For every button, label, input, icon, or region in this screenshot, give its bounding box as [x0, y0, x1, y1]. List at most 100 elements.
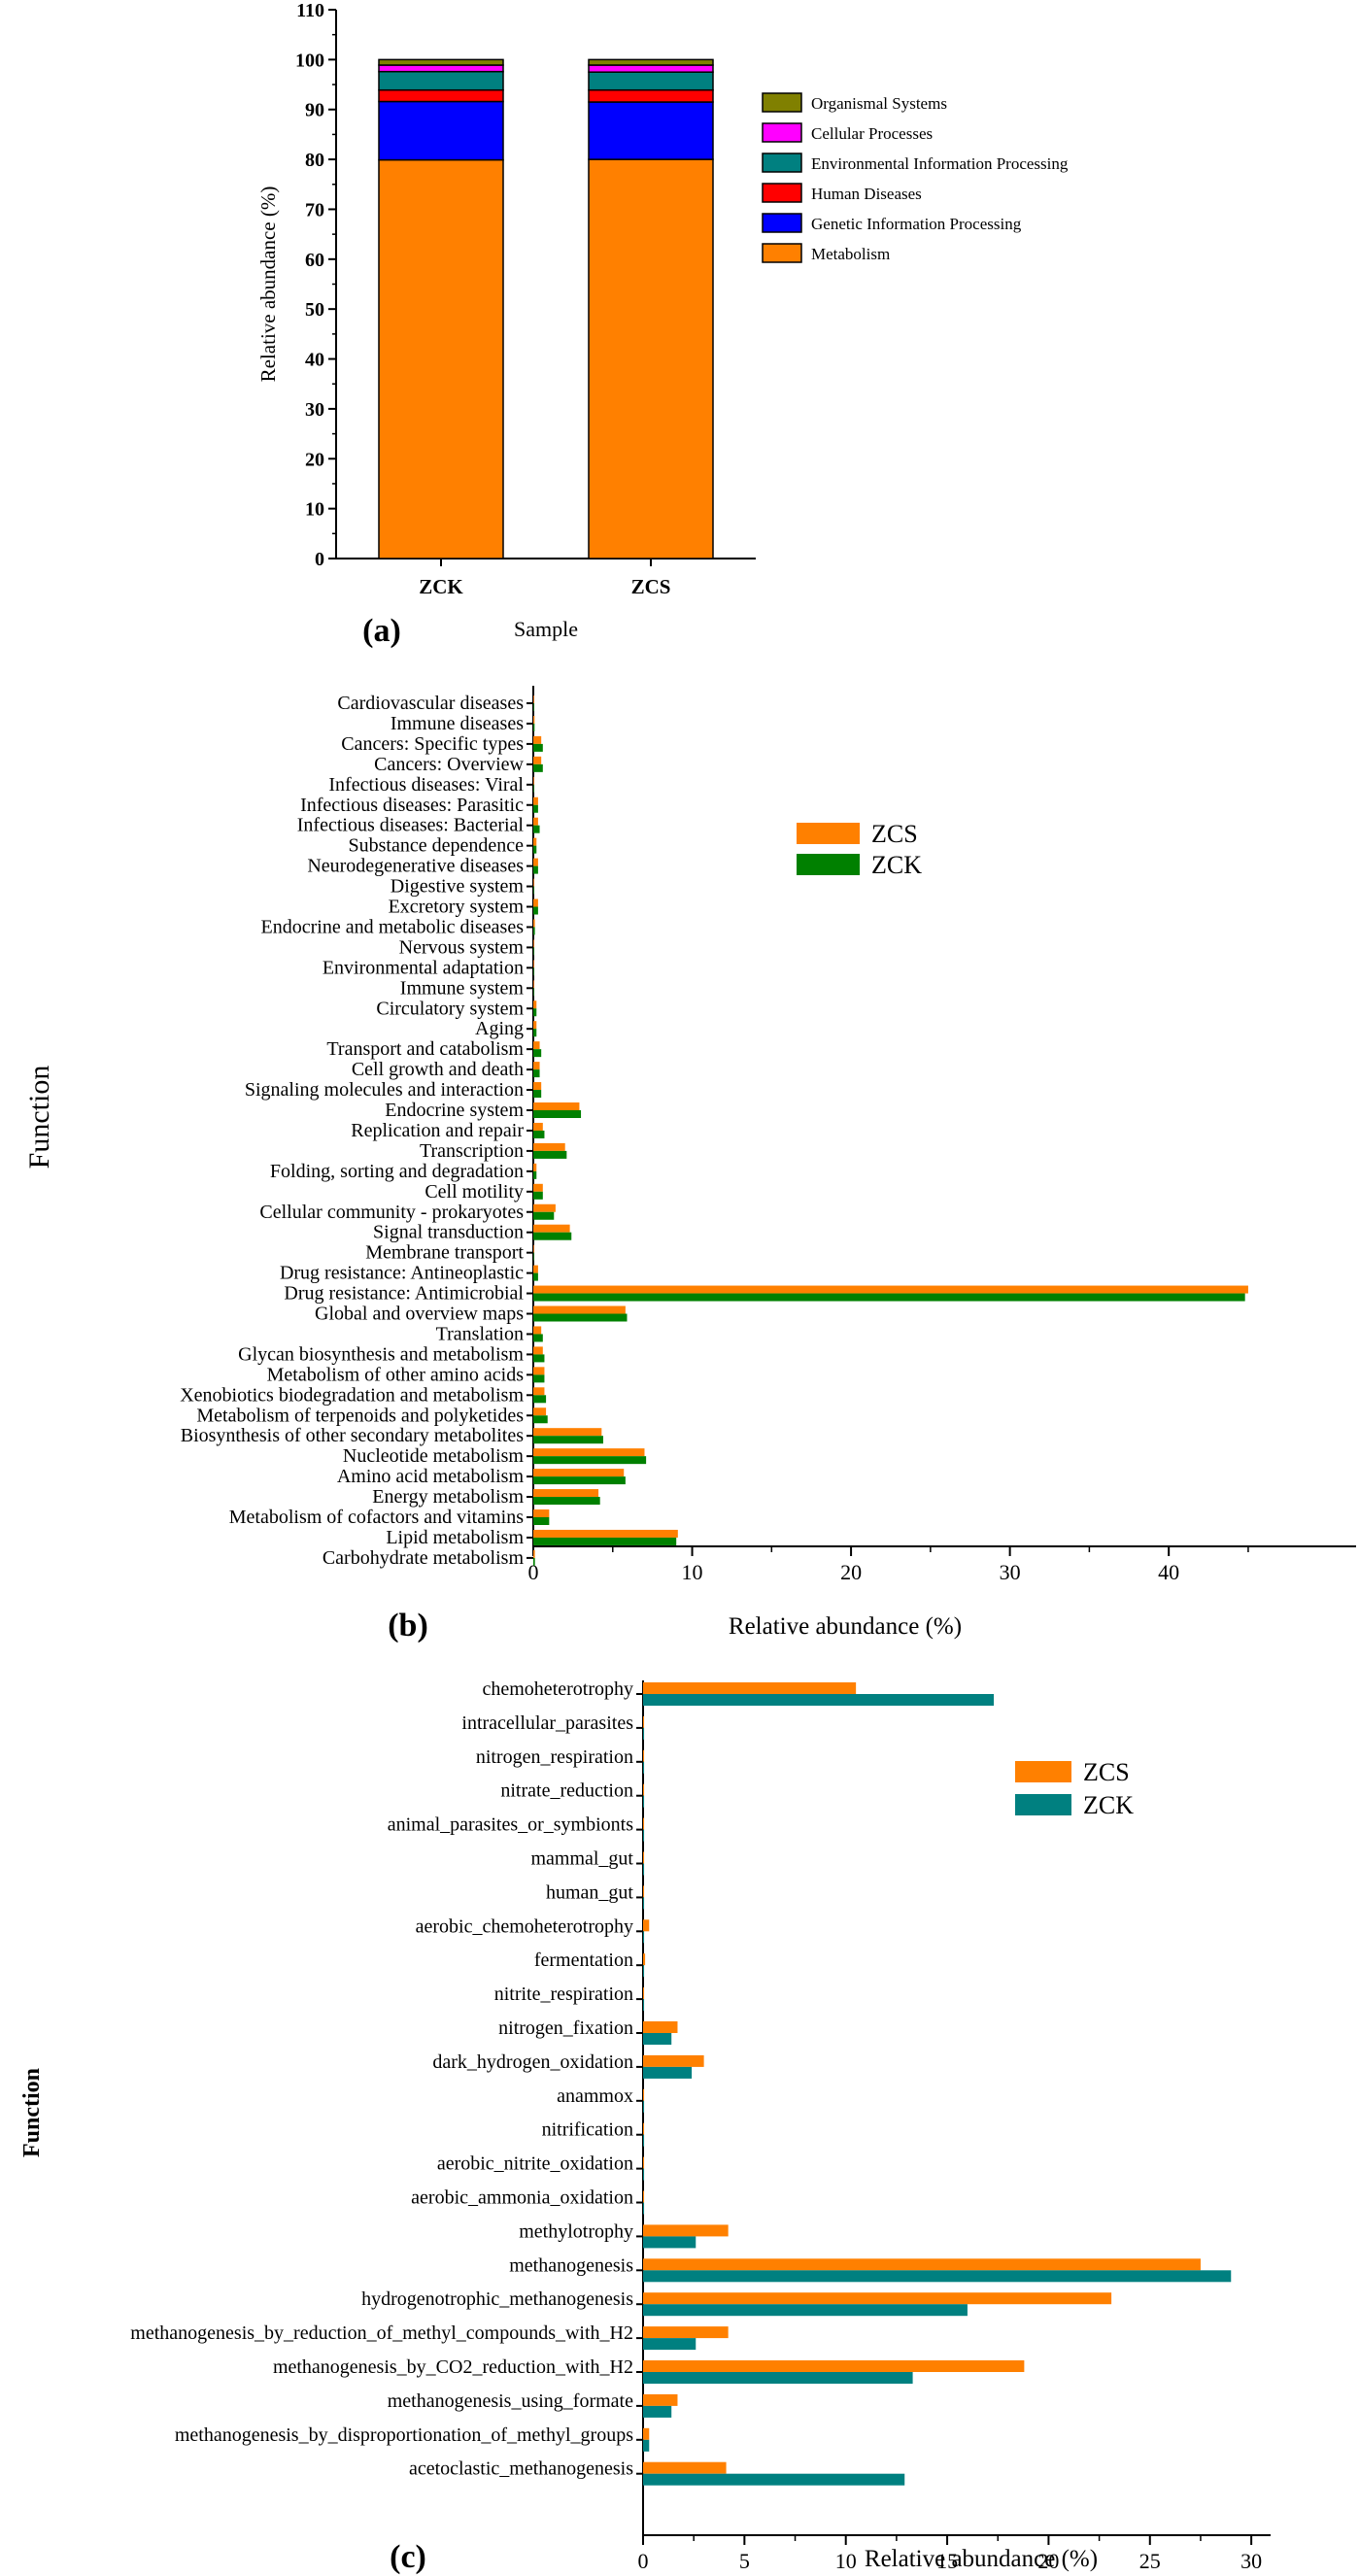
bar-zcs-cancers-overview — [533, 756, 542, 764]
bar-zck-mammal-gut — [643, 1863, 645, 1876]
bar-zck-cell-motility — [533, 1191, 543, 1200]
bar-zck-animal-parasites-or-symbionts — [643, 1829, 645, 1842]
bar-zcs-aerobic-ammonia-oxidation — [643, 2190, 645, 2203]
bar-zck-dark-hydrogen-oxidation — [643, 2066, 693, 2079]
bar-zcs-signaling-molecules-and-interaction — [533, 1082, 542, 1091]
legend-swatch-environmental-information-processing — [762, 153, 802, 173]
category-label-methanogenesis: methanogenesis — [509, 2254, 633, 2276]
category-label-membrane-transport: Membrane transport — [365, 1242, 524, 1264]
bar-zcs-dark-hydrogen-oxidation — [643, 2054, 704, 2067]
bar-zck-immune-system — [533, 988, 534, 997]
bar-zck-neurodegenerative-diseases — [533, 865, 538, 874]
bar-zcs-nitrification — [643, 2122, 645, 2135]
bar-zck-metabolism-of-cofactors-and-vitamins — [533, 1517, 550, 1525]
category-label-cancers-overview: Cancers: Overview — [374, 754, 524, 775]
category-label-drug-resistance-antimicrobial: Drug resistance: Antimicrobial — [284, 1283, 524, 1305]
y-tick-label: 60 — [305, 250, 324, 271]
bar-zck-drug-resistance-antineoplastic — [533, 1272, 538, 1281]
bar-zcs-environmental-information-processing — [588, 71, 714, 91]
bar-zcs-amino-acid-metabolism — [533, 1469, 625, 1477]
y-tick-label: 100 — [295, 50, 324, 71]
category-label-neurodegenerative-diseases: Neurodegenerative diseases — [307, 856, 524, 877]
bar-zcs-human-gut — [643, 1885, 645, 1898]
bar-zcs-cellular-community-prokaryotes — [533, 1203, 556, 1212]
bar-zck-carbohydrate-metabolism — [533, 1557, 535, 1566]
x-tick-label: 0 — [528, 1560, 539, 1584]
bar-zck-drug-resistance-antimicrobial — [533, 1293, 1245, 1302]
category-label-biosynthesis-of-other-secondary-metabolites: Biosynthesis of other secondary metaboli… — [181, 1425, 524, 1446]
category-label-nitrogen-respiration: nitrogen_respiration — [476, 1746, 633, 1768]
bar-zcs-acetoclastic-methanogenesis — [643, 2461, 727, 2474]
category-label-xenobiotics-biodegradation-and-metabolism: Xenobiotics biodegradation and metabolis… — [180, 1384, 524, 1406]
bar-zcs-metabolism — [588, 158, 714, 559]
category-label-transcription: Transcription — [420, 1140, 524, 1162]
category-label-metabolism-of-other-amino-acids: Metabolism of other amino acids — [267, 1364, 525, 1385]
bar-zck-fermentation — [643, 1965, 645, 1978]
legend-swatch-zcs — [797, 823, 860, 844]
bar-zck-folding-sorting-and-degradation — [533, 1170, 537, 1179]
category-label-hydrogenotrophic-methanogenesis: hydrogenotrophic_methanogenesis — [361, 2288, 633, 2310]
legend-swatch-zck — [1015, 1794, 1071, 1815]
bar-zck-nitrite-respiration — [643, 1999, 645, 2012]
bar-zck-biosynthesis-of-other-secondary-metabolites — [533, 1436, 603, 1444]
legend-swatch-cellular-processes — [762, 122, 802, 143]
y-tick-label: 10 — [305, 499, 324, 521]
category-label-energy-metabolism: Energy metabolism — [372, 1486, 524, 1508]
category-label-circulatory-system: Circulatory system — [376, 998, 524, 1019]
category-label-anammox: anammox — [557, 2085, 633, 2107]
legend-label-genetic-information-processing: Genetic Information Processing — [811, 215, 1022, 233]
bar-zcs-chemoheterotrophy — [643, 1682, 857, 1694]
legend-swatch-zcs — [1015, 1761, 1071, 1782]
x-tick-label: 20 — [1037, 2549, 1059, 2573]
bar-zck-cellular-processes — [378, 64, 504, 73]
y-tick-label: 40 — [305, 350, 324, 371]
category-label-chemoheterotrophy: chemoheterotrophy — [483, 1678, 634, 1700]
bar-zcs-infectious-diseases-viral — [533, 776, 534, 785]
category-label-excretory-system: Excretory system — [389, 897, 525, 918]
bar-zck-anammox — [643, 2100, 645, 2113]
bar-zck-lipid-metabolism — [533, 1537, 677, 1545]
y-tick-label: 110 — [296, 0, 324, 21]
bar-zcs-infectious-diseases-bacterial — [533, 817, 538, 826]
category-label-nitrogen-fixation: nitrogen_fixation — [498, 2017, 633, 2039]
category-label-human-gut: human_gut — [546, 1881, 633, 1903]
bar-zcs-aerobic-nitrite-oxidation — [643, 2156, 645, 2169]
bar-zck-nervous-system — [533, 947, 534, 956]
x-tick-label: 20 — [840, 1560, 862, 1584]
x-tick-label: 15 — [936, 2549, 958, 2573]
bar-zck-methanogenesis-by-disproportionation-of-methyl-groups — [643, 2439, 650, 2452]
category-label-substance-dependence: Substance dependence — [349, 835, 525, 857]
bar-zcs-cellular-processes — [588, 64, 714, 73]
bar-zck-intracellular-parasites — [643, 1727, 645, 1740]
category-label-cancers-specific-types: Cancers: Specific types — [341, 733, 524, 755]
x-tick-label: 10 — [835, 2549, 857, 2573]
panel-a-stacked-chart: 0 10 20 30 40 50 60 70 80 90 100 110 Relative abunda… — [256, 0, 1069, 641]
legend-label-zcs: ZCS — [871, 820, 918, 848]
bar-zck-hydrogenotrophic-methanogenesis — [643, 2304, 968, 2317]
y-tick-label: 20 — [305, 449, 324, 470]
category-label-environmental-adaptation: Environmental adaptation — [323, 957, 524, 978]
bar-zck-methanogenesis-by-reduction-of-methyl-compounds-with-h2 — [643, 2338, 696, 2351]
bar-zcs-transport-and-catabolism — [533, 1041, 540, 1050]
y-axis-title: Function — [19, 2068, 45, 2157]
panel-c-label: (c) — [390, 2539, 426, 2575]
x-tick-label: 25 — [1139, 2549, 1161, 2573]
bar-zck-replication-and-repair — [533, 1130, 545, 1138]
legend-swatch-human-diseases — [762, 183, 802, 203]
category-label-global-and-overview-maps: Global and overview maps — [315, 1304, 524, 1325]
category-label-methanogenesis-by-disproportionation-of-methyl-groups: methanogenesis_by_disproportionation_of_… — [175, 2424, 633, 2446]
category-label-cell-motility: Cell motility — [425, 1181, 524, 1203]
bar-zcs-metabolism-of-cofactors-and-vitamins — [533, 1509, 550, 1517]
category-label-signaling-molecules-and-interaction: Signaling molecules and interaction — [245, 1079, 524, 1101]
bar-zck-methanogenesis — [643, 2270, 1232, 2283]
y-tick-label: 0 — [315, 549, 324, 570]
category-label-methylotrophy: methylotrophy — [519, 2220, 633, 2242]
legend-swatch-metabolism — [762, 243, 802, 263]
bar-zck-global-and-overview-maps — [533, 1313, 628, 1322]
category-label-translation: Translation — [436, 1323, 524, 1344]
bar-zcs-excretory-system — [533, 898, 538, 907]
bar-zck-translation — [533, 1334, 543, 1342]
bar-zcs-intracellular-parasites — [643, 1715, 645, 1728]
bar-zck-chemoheterotrophy — [643, 1694, 995, 1706]
bar-zck-acetoclastic-methanogenesis — [643, 2473, 905, 2486]
